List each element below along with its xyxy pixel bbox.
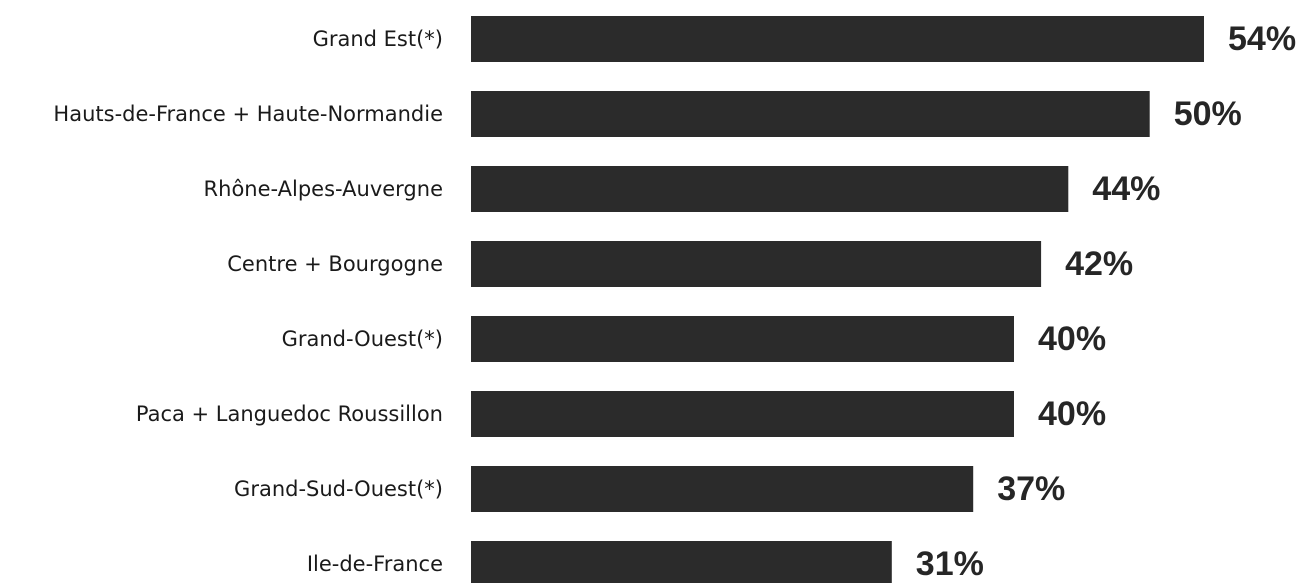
- value-label-2: 44%: [1092, 170, 1160, 208]
- bar-2: [471, 166, 1069, 212]
- value-label-1: 50%: [1174, 95, 1242, 133]
- category-label-6: Grand-Sud-Ouest(*): [234, 477, 443, 501]
- category-label-2: Rhône-Alpes-Auvergne: [204, 177, 443, 201]
- category-label-3: Centre + Bourgogne: [227, 252, 443, 276]
- value-label-4: 40%: [1038, 320, 1106, 358]
- category-label-4: Grand-Ouest(*): [282, 327, 443, 351]
- bar-3: [471, 241, 1042, 287]
- category-label-7: Ile-de-France: [307, 552, 443, 576]
- category-label-1: Hauts-de-France + Haute-Normandie: [53, 102, 443, 126]
- value-label-5: 40%: [1038, 395, 1106, 433]
- bar-6: [471, 466, 974, 512]
- bar-7: [471, 541, 892, 583]
- category-label-0: Grand Est(*): [313, 27, 443, 51]
- value-label-7: 31%: [916, 545, 984, 583]
- value-labels-group: 54% 50% 44% 42% 40% 40% 37% 31%: [916, 20, 1296, 583]
- bar-1: [471, 91, 1150, 137]
- value-label-0: 54%: [1228, 20, 1296, 58]
- bar-4: [471, 316, 1014, 362]
- bar-5: [471, 391, 1014, 437]
- value-label-3: 42%: [1065, 245, 1133, 283]
- bars-group: [471, 16, 1204, 583]
- bar-0: [471, 16, 1204, 62]
- value-label-6: 37%: [997, 470, 1065, 508]
- category-label-5: Paca + Languedoc Roussillon: [136, 402, 443, 426]
- category-labels-group: Grand Est(*) Hauts-de-France + Haute-Norm…: [53, 27, 443, 576]
